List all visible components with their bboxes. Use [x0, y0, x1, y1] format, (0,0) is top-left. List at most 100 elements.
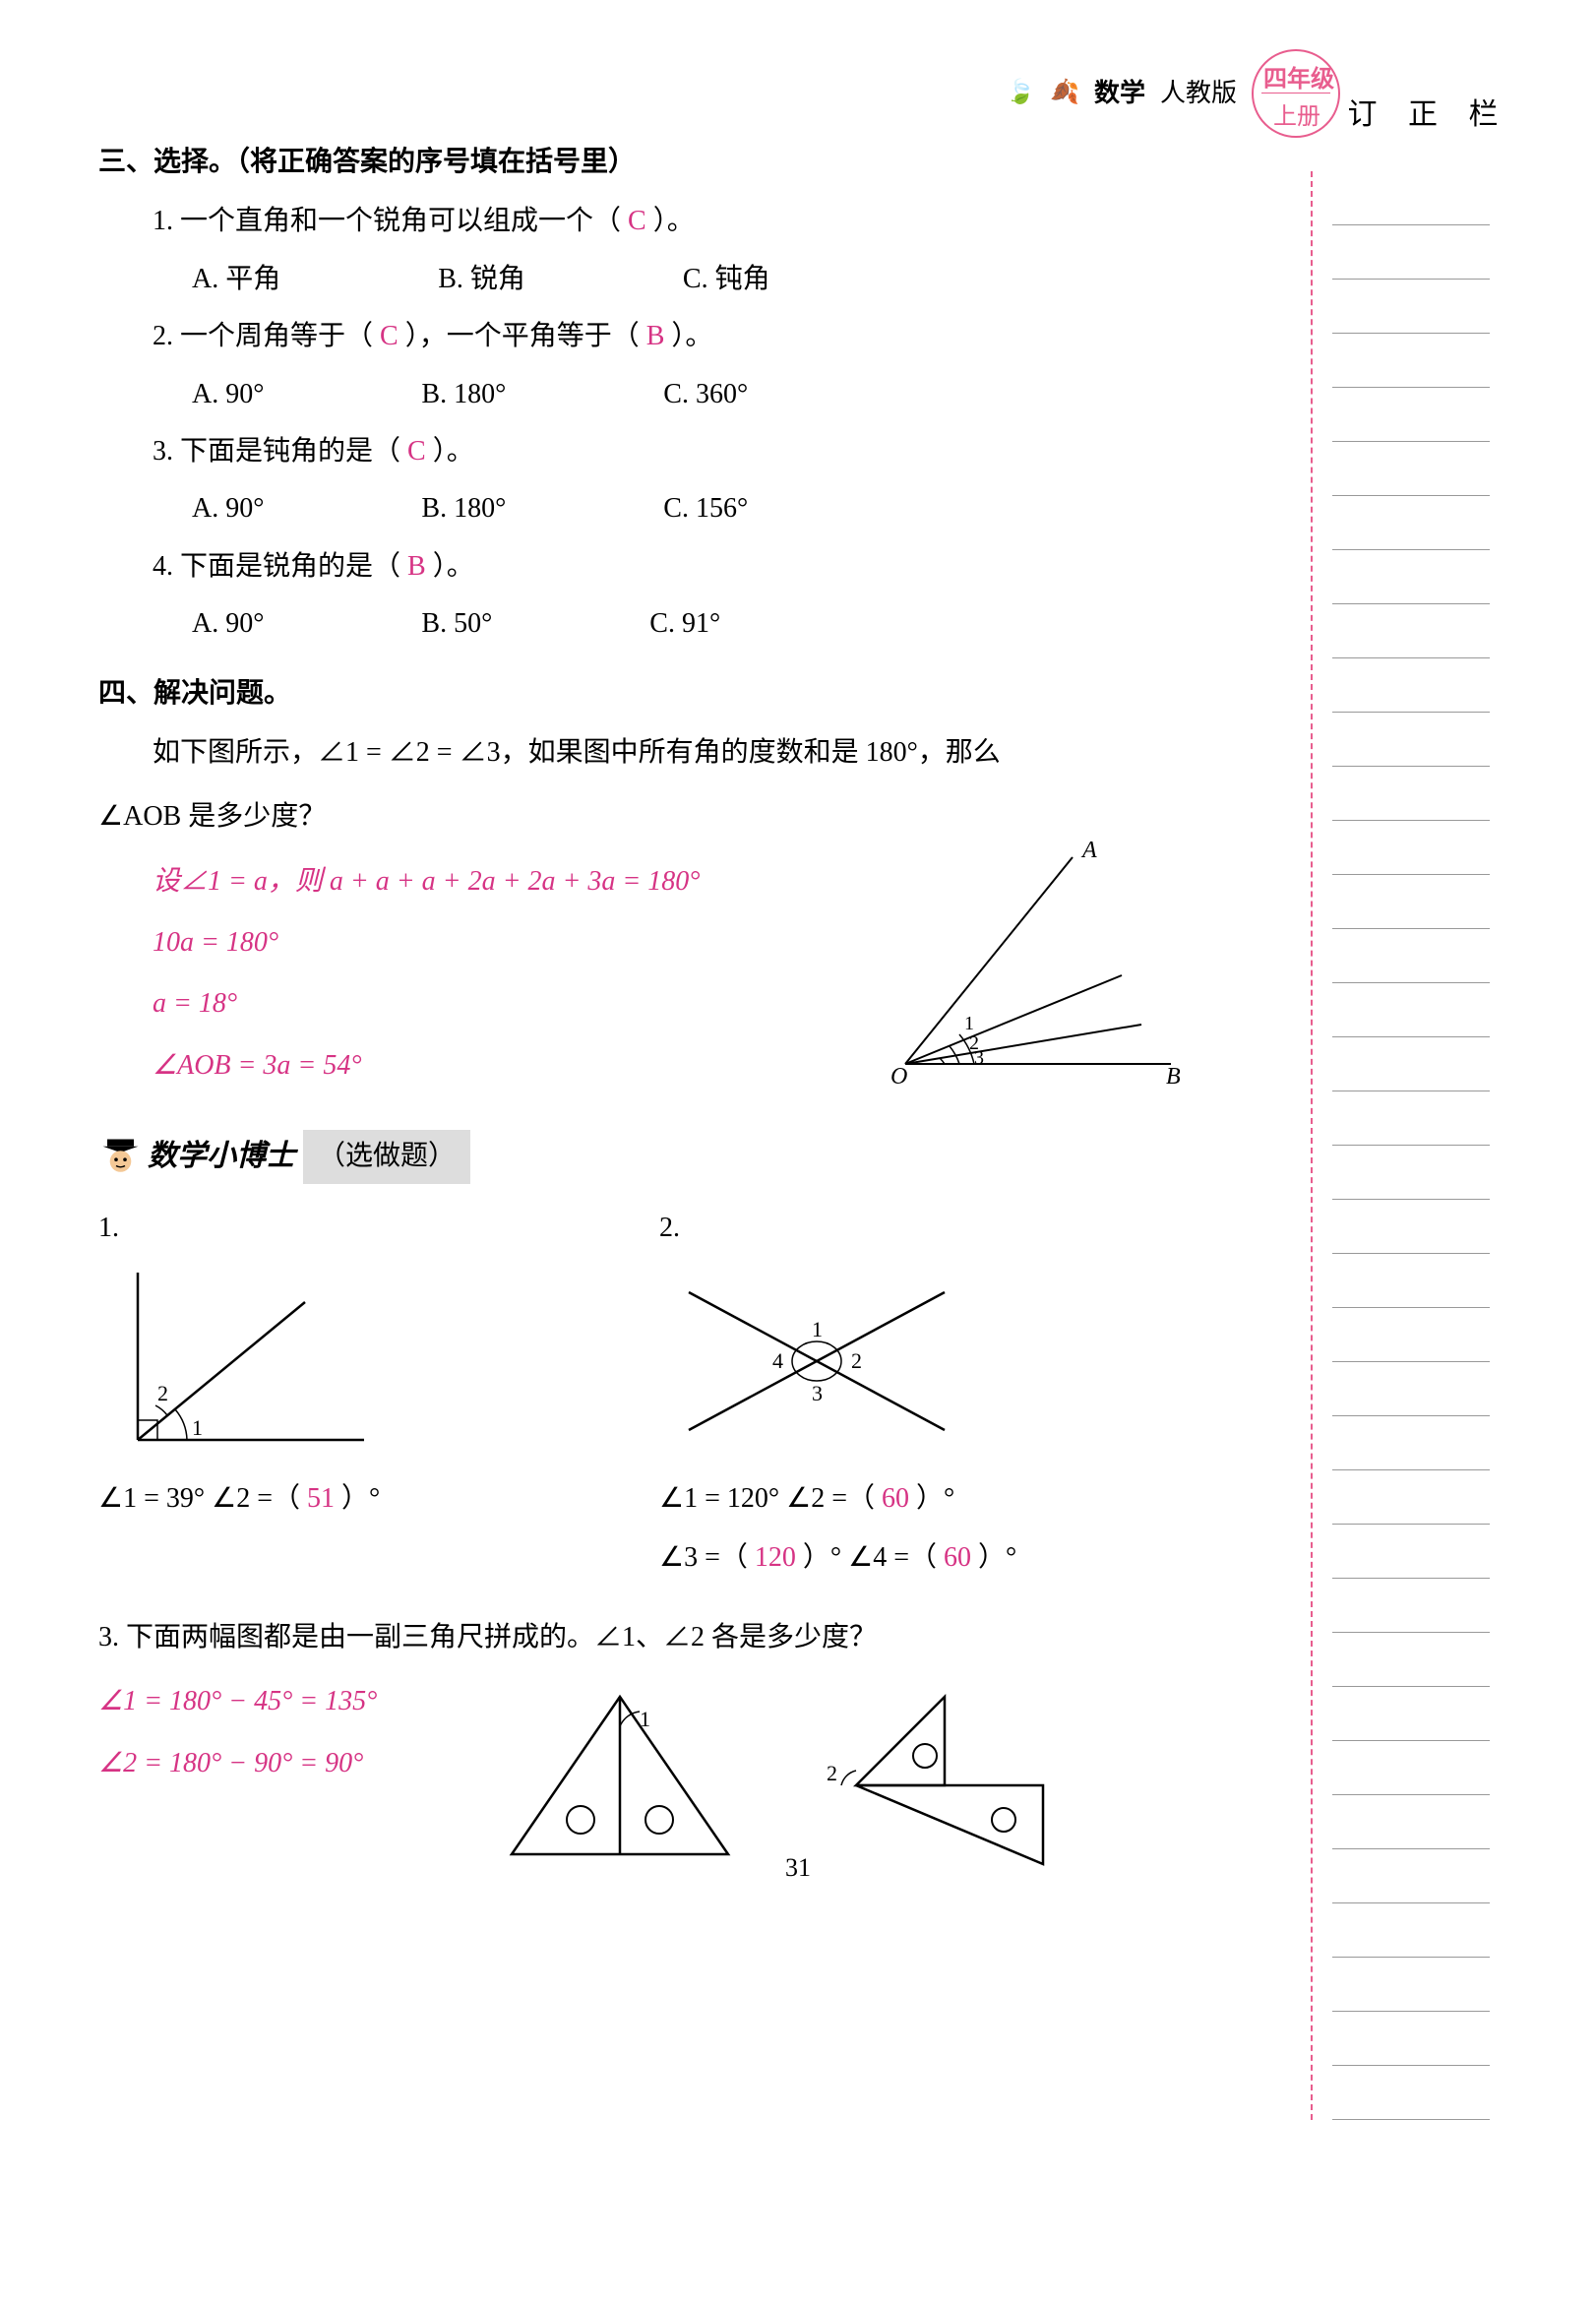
- q2-optC: C. 360°: [663, 370, 748, 419]
- bonus-q1-given: ∠1 = 39° ∠2 =（: [98, 1483, 300, 1514]
- bonus-q2-line2-mid: ）° ∠4 =（: [803, 1542, 937, 1573]
- leaf-icon: 🍂: [1050, 72, 1079, 114]
- section4-title: 四、解决问题。: [98, 669, 1161, 718]
- bonus-q3-content: ∠1 = 180° − 45° = 135° ∠2 = 180° − 90° =…: [98, 1677, 1161, 1891]
- bonus-q2-label3: 3: [812, 1381, 823, 1405]
- bonus-q3-diagram2: 2: [797, 1677, 1073, 1891]
- q1-options: A. 平角 B. 锐角 C. 钝角: [192, 255, 1161, 304]
- correction-line: [1332, 1687, 1490, 1741]
- q3-optB: B. 180°: [421, 484, 506, 533]
- q3-optC: C. 156°: [663, 484, 748, 533]
- q3-text-before: 3. 下面是钝角的是（: [153, 436, 400, 467]
- bonus-q2-label1: 1: [812, 1317, 823, 1341]
- bonus-q1: 1. 1 2 ∠1 = 39° ∠2 =（ 51: [98, 1204, 600, 1584]
- q2-options: A. 90° B. 180° C. 360°: [192, 370, 1161, 419]
- bonus-q2-line2-ans: 120: [755, 1542, 796, 1573]
- correction-line: [1332, 1579, 1490, 1633]
- q2-ans1: C: [380, 321, 399, 351]
- section3-title: 三、选择。（将正确答案的序号填在括号里）: [98, 138, 1161, 187]
- bonus-q2-line2-after: ）°: [978, 1542, 1016, 1573]
- q3-text-after: ）。: [433, 436, 474, 467]
- bonus-q2-line1-before: ∠1 = 120° ∠2 =（: [659, 1483, 875, 1514]
- bonus-q2-line2-ans2: 60: [944, 1542, 971, 1573]
- q2-text1: 2. 一个周角等于（: [153, 321, 373, 351]
- question-3-3: 3. 下面是钝角的是（ C ）。: [153, 427, 1161, 476]
- page-header: 🍃 🍂 数学 人教版 四年级 上册: [1006, 49, 1340, 138]
- grade-top-text: 四年级: [1263, 59, 1334, 101]
- correction-line: [1332, 604, 1490, 658]
- q2-text2: ），一个平角等于（: [405, 321, 640, 351]
- bonus-q1-label2: 2: [157, 1381, 168, 1405]
- bonus-q2-line2-before: ∠3 =（: [659, 1542, 748, 1573]
- correction-line: [1332, 334, 1490, 388]
- bonus-q2-num: 2.: [659, 1204, 1161, 1253]
- bonus-q1-num: 1.: [98, 1204, 600, 1253]
- bonus-q3-text: 3. 下面两幅图都是由一副三角尺拼成的。∠1、∠2 各是多少度？: [98, 1613, 1161, 1662]
- bonus-q1-label1: 1: [192, 1415, 203, 1440]
- bonus-q1-answer: 51: [307, 1483, 335, 1514]
- correction-line: [1332, 1362, 1490, 1416]
- bonus-header: 数学小博士 （选做题）: [98, 1130, 1161, 1183]
- correction-line: [1332, 1416, 1490, 1470]
- triangle-diagram-1-svg: 1: [482, 1677, 758, 1874]
- q3-answer: C: [407, 436, 426, 467]
- correction-line: [1332, 1470, 1490, 1525]
- bonus-q2-diagram: 1 2 3 4: [659, 1263, 1161, 1460]
- main-content: 三、选择。（将正确答案的序号填在括号里） 1. 一个直角和一个锐角可以组成一个（…: [98, 138, 1161, 1892]
- correction-line: [1332, 1146, 1490, 1200]
- bonus-q3-diagram1: 1: [482, 1677, 758, 1891]
- correction-line: [1332, 2012, 1490, 2066]
- label-3: 3: [974, 1047, 984, 1069]
- correction-line: [1332, 2066, 1490, 2120]
- q1-optC: C. 钝角: [683, 255, 770, 304]
- angle-diagram-svg: A O B 1 2 3: [876, 838, 1191, 1093]
- optional-label: （选做题）: [303, 1130, 470, 1183]
- q4-text-after: ）。: [433, 551, 474, 582]
- q4-text-before: 4. 下面是锐角的是（: [153, 551, 400, 582]
- q1-optB: B. 锐角: [438, 255, 525, 304]
- question-3-4: 4. 下面是锐角的是（ B ）。: [153, 542, 1161, 592]
- publisher-label: 人教版: [1160, 71, 1237, 117]
- bonus-q3-sol2: ∠2 = 180° − 90° = 90°: [98, 1739, 443, 1788]
- correction-line: [1332, 388, 1490, 442]
- label-B: B: [1166, 1064, 1181, 1090]
- label-A: A: [1080, 838, 1097, 863]
- bonus-row-1-2: 1. 1 2 ∠1 = 39° ∠2 =（ 51: [98, 1204, 1161, 1584]
- question-3-2: 2. 一个周角等于（ C ），一个平角等于（ B ）。: [153, 312, 1161, 361]
- leaf-icon: 🍃: [1006, 72, 1035, 114]
- bonus-q2-line1-after: ）°: [916, 1483, 954, 1514]
- bonus-q3-sol1: ∠1 = 180° − 45° = 135°: [98, 1677, 443, 1726]
- section4-intro: 如下图所示，∠1 = ∠2 = ∠3，如果图中所有角的度数和是 180°，那么: [153, 728, 1161, 778]
- q4-optB: B. 50°: [421, 599, 492, 649]
- q3-optA: A. 90°: [192, 484, 264, 533]
- q4-answer: B: [407, 551, 426, 582]
- q1-text-after: ）。: [653, 206, 695, 236]
- correction-line: [1332, 442, 1490, 496]
- grade-badge: 四年级 上册: [1252, 49, 1340, 138]
- correction-line: [1332, 171, 1490, 225]
- q4-optA: A. 90°: [192, 599, 264, 649]
- q3-options: A. 90° B. 180° C. 156°: [192, 484, 1161, 533]
- mascot-icon: [98, 1135, 143, 1179]
- bonus-q2: 2. 1 2 3 4 ∠1 = 120° ∠2 =（ 60 ）°: [659, 1204, 1161, 1584]
- q2-optA: A. 90°: [192, 370, 264, 419]
- correction-line: [1332, 658, 1490, 713]
- subject-label: 数学: [1094, 71, 1145, 117]
- q2-ans2: B: [646, 321, 665, 351]
- q1-text-before: 1. 一个直角和一个锐角可以组成一个（: [153, 206, 621, 236]
- correction-line: [1332, 1091, 1490, 1146]
- right-angle-diagram-svg: 1 2: [98, 1263, 374, 1460]
- correction-line: [1332, 713, 1490, 767]
- bonus-q2-line2: ∠3 =（ 120 ）° ∠4 =（ 60 ）°: [659, 1533, 1161, 1583]
- question-3-1: 1. 一个直角和一个锐角可以组成一个（ C ）。: [153, 197, 1161, 246]
- angle-aob-diagram: A O B 1 2 3: [876, 838, 1191, 1110]
- correction-title: 订 正 栏: [1340, 89, 1517, 142]
- correction-line: [1332, 1308, 1490, 1362]
- bonus-q3-label2: 2: [827, 1761, 837, 1785]
- bonus-q2-line1: ∠1 = 120° ∠2 =（ 60 ）°: [659, 1474, 1161, 1524]
- bonus-title: 数学小博士: [148, 1130, 295, 1183]
- label-1: 1: [964, 1013, 974, 1034]
- q4-options: A. 90° B. 50° C. 91°: [192, 599, 1161, 649]
- correction-column: 订 正 栏: [1340, 89, 1517, 2120]
- label-O: O: [890, 1064, 907, 1090]
